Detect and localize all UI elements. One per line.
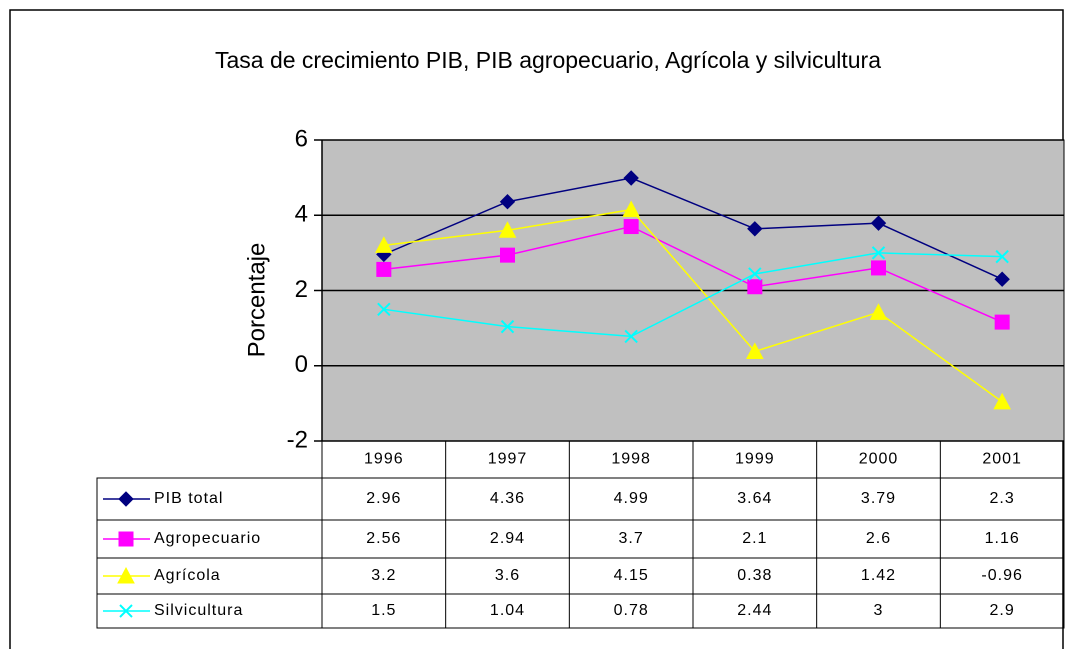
marker — [994, 271, 1010, 287]
table-value: 1.42 — [861, 567, 896, 584]
y-axis-label: Porcentaje — [243, 243, 270, 358]
marker — [118, 531, 134, 547]
table-value: 2.6 — [866, 530, 891, 547]
table-value: 4.36 — [490, 490, 525, 507]
marker — [623, 170, 639, 186]
marker — [377, 302, 391, 317]
marker — [374, 236, 393, 253]
series-line — [383, 208, 1003, 403]
table-value: 2.3 — [990, 490, 1015, 507]
series-line — [383, 177, 1003, 280]
legend-label: PIB total — [154, 490, 223, 507]
marker — [500, 319, 515, 334]
x-tick-label: 1999 — [735, 451, 775, 468]
marker — [622, 200, 641, 218]
table-value: 3.2 — [371, 567, 396, 584]
table-value: 1.5 — [371, 602, 396, 619]
legend-label: Agropecuario — [154, 530, 261, 547]
table-value: -0.96 — [981, 567, 1022, 584]
table-value: 2.56 — [366, 530, 401, 547]
marker — [871, 260, 886, 276]
chart-title: Tasa de crecimiento PIB, PIB agropecuari… — [215, 47, 881, 73]
x-tick-label: 2001 — [982, 451, 1022, 468]
table-value: 3 — [874, 602, 884, 619]
table-value: 1.16 — [985, 530, 1020, 547]
y-tick-label: 4 — [295, 201, 308, 228]
table-value: 3.6 — [495, 567, 520, 584]
marker — [499, 193, 516, 210]
marker — [500, 247, 515, 263]
marker — [748, 267, 762, 281]
marker — [376, 261, 392, 277]
series-line — [383, 252, 1003, 338]
legend-label: Silvicultura — [154, 602, 243, 619]
table-value: 2.9 — [990, 602, 1015, 619]
x-tick-label: 1998 — [611, 451, 651, 468]
table-value: 4.15 — [614, 567, 649, 584]
table-value: 3.79 — [861, 490, 896, 507]
marker — [869, 303, 888, 320]
marker — [118, 491, 134, 507]
table-value: 3.64 — [737, 490, 772, 507]
marker — [623, 219, 639, 235]
table-value: 4.99 — [614, 490, 649, 507]
y-tick-label: 6 — [295, 125, 308, 152]
marker — [624, 329, 638, 344]
marker — [995, 249, 1009, 264]
marker — [498, 221, 517, 238]
marker — [745, 342, 764, 359]
marker — [119, 604, 133, 618]
y-tick-label: 2 — [295, 276, 308, 303]
y-tick-label: 0 — [295, 351, 308, 378]
marker — [993, 392, 1012, 410]
marker — [994, 314, 1010, 330]
marker — [747, 221, 763, 237]
table-value: 2.44 — [737, 602, 772, 619]
x-tick-label: 2000 — [859, 451, 899, 468]
table-value: 0.38 — [737, 567, 772, 584]
table-value: 0.78 — [614, 602, 649, 619]
marker — [870, 215, 887, 231]
x-tick-label: 1997 — [488, 451, 528, 468]
x-tick-label: 1996 — [364, 451, 404, 468]
series-line — [383, 225, 1003, 323]
marker — [117, 566, 135, 584]
table-value: 2.1 — [742, 530, 767, 547]
table-value: 1.04 — [490, 602, 525, 619]
table-value: 2.94 — [490, 530, 525, 547]
marker — [871, 246, 886, 260]
table-value: 3.7 — [619, 530, 644, 547]
table-value: 2.96 — [366, 490, 401, 507]
legend-label: Agrícola — [154, 567, 221, 584]
y-tick-label: -2 — [287, 426, 308, 453]
marker — [747, 279, 763, 295]
